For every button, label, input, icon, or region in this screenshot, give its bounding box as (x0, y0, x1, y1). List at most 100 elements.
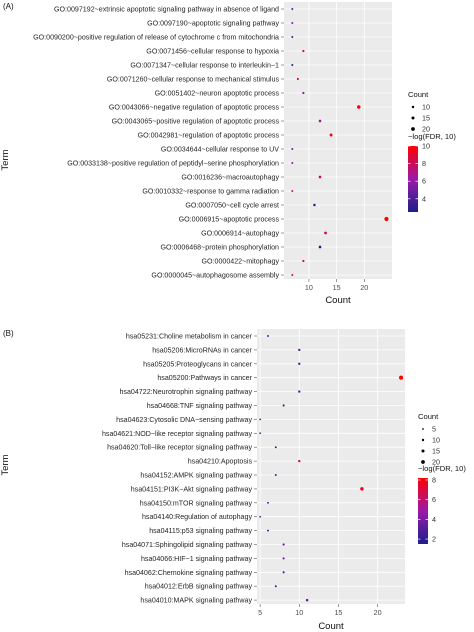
panel-a-term-label: GO:0000045~autophagosome assembly (151, 272, 279, 280)
panel-a-size-legend-title: Count (408, 90, 429, 99)
panel-b-data-point (259, 432, 262, 435)
panel-a-color-tick-label: 8 (422, 159, 426, 168)
panel-b-data-point (267, 501, 269, 504)
panel-a-data-point (384, 216, 389, 222)
panel-b-term-label: hsa05206:MicroRNAs in cancer (152, 346, 252, 354)
panel-b-color-tick-label: 4 (432, 515, 436, 524)
panel-a-label: (A) (3, 2, 14, 11)
panel-b-term-label: hsa05205:Proteoglycans in cancer (143, 360, 252, 368)
panel-b-color-tick-label: 6 (432, 495, 436, 504)
panel-b-data-point (267, 529, 269, 532)
panel-b-size-legend-label: 15 (432, 447, 440, 456)
panel-b-size-legend-key (421, 460, 425, 464)
panel-b-size-legend-title: Count (418, 412, 439, 421)
panel-a-data-point (291, 35, 294, 39)
panel-a-x-axis-title: Count (325, 295, 351, 306)
panel-b-color-tick-label: 8 (432, 475, 436, 484)
panel-a-size-legend-key (411, 116, 415, 120)
panel-b-data-point (298, 348, 301, 352)
panel-b-data-point (298, 459, 301, 463)
panel-b-term-label: hsa04151:PI3K−Akt signaling pathway (131, 485, 253, 493)
panel-b-term-label: hsa04722:Neurotrophin signaling pathway (119, 388, 252, 396)
panel-a-data-point (291, 21, 294, 25)
panel-b-term-label: hsa04150:mTOR signaling pathway (140, 499, 253, 507)
panel-b-color-legend-title: −log(FDR, 10) (418, 464, 466, 473)
panel-a-term-label: GO:0043065~positive regulation of apopto… (112, 118, 280, 126)
panel-a-term-label: GO:0042981~regulation of apoptotic proce… (138, 132, 280, 140)
panel-b-data-point (305, 598, 309, 602)
panel-a-data-point (313, 203, 316, 207)
panel-a-data-point (324, 231, 327, 235)
panel-b-term-label: hsa04071:Sphingolipid signaling pathway (122, 541, 253, 549)
panel-a-data-point (302, 49, 305, 53)
panel-b-data-point (282, 571, 285, 574)
panel-a-x-tick-label: 15 (333, 283, 341, 292)
panel-b-data-point (259, 515, 262, 518)
panel-a-y-axis-title: Term (0, 149, 11, 170)
panel-a-data-point (291, 7, 294, 11)
panel-b-label: (B) (3, 329, 14, 338)
panel-a-term-label: GO:0043066~negative regulation of apopto… (109, 104, 280, 112)
panel-a-data-point (296, 77, 299, 81)
panel-a-size-legend-key (411, 127, 415, 131)
panel-b-data-point (298, 362, 301, 365)
panel-b-x-tick-label: 5 (258, 608, 262, 617)
panel-a-term-label: GO:0071347~cellular response to interleu… (130, 62, 279, 70)
panel-b-y-axis-title: Term (0, 454, 11, 475)
panel-b-x-axis-title: Count (318, 621, 344, 632)
panel-a-data-point (318, 245, 322, 249)
panel-b-term-label: hsa04210:Apoptosis (188, 458, 253, 466)
panel-b-x-tick-label: 10 (295, 608, 303, 617)
panel-b-term-label: hsa04623:Cytosolic DNA−sensing pathway (116, 416, 252, 424)
panel-b-plot-area (257, 329, 405, 604)
panel-a-color-tick-label: 10 (422, 142, 430, 151)
panel-b-term-label: hsa05200:Pathways in cancer (157, 374, 252, 382)
panel-a-data-point (291, 273, 294, 277)
panel-b-term-label: hsa04012:ErbB signaling pathway (145, 583, 253, 591)
panel-a-color-tick-label: 6 (422, 177, 426, 186)
panel-a-color-bar (408, 146, 418, 212)
panel-b-term-label: hsa05231:Choline metabolism in cancer (126, 333, 253, 341)
panel-a-term-label: GO:0010332~response to gamma radiation (142, 188, 279, 196)
panel-b-size-legend-key (421, 449, 425, 453)
panel-a-color-legend-title: −log(FDR, 10) (408, 132, 456, 141)
panel-b-term-label: hsa04062:Chemokine signaling pathway (125, 569, 253, 577)
panel-a-size-legend-label: 15 (422, 114, 430, 123)
panel-b-data-point (274, 446, 277, 449)
panel-b-x-tick-label: 20 (374, 608, 382, 617)
panel-b-size-legend-label: 20 (432, 458, 440, 467)
panel-b-data-point (399, 375, 404, 380)
panel-a-data-point (318, 119, 322, 123)
panel-b-term-label: hsa04010:MAPK signaling pathway (140, 597, 252, 605)
panel-a-data-point (291, 161, 294, 165)
panel-a-data-point (302, 91, 305, 95)
panel-a-term-label: GO:0006914~autophagy (201, 230, 279, 238)
panel-b-data-point (298, 390, 301, 393)
panel-b-kegg-pathways: (B) 5 10 15 20 hsa05231:Choline metabolism in… (0, 329, 466, 632)
panel-b-color-tick-label: 2 (432, 535, 436, 544)
panel-b-term-label: hsa04066:HIF−1 signaling pathway (141, 555, 252, 563)
panel-b-size-legend-label: 5 (432, 425, 436, 434)
panel-a-size-legend-label: 20 (422, 125, 430, 134)
panel-a-term-label: GO:0006468~protein phosphorylation (160, 244, 279, 252)
panel-b-term-label: hsa04621:NOD−like receptor signaling pat… (102, 430, 252, 438)
panel-a-x-tick-label: 10 (305, 283, 313, 292)
panel-a-data-point (329, 133, 333, 137)
panel-a-x-tick-label: 20 (360, 283, 368, 292)
panel-b-term-label: hsa04152:AMPK signaling pathway (140, 472, 252, 480)
panel-a-plot-area (284, 2, 392, 279)
panel-b-size-legend-label: 10 (432, 436, 440, 445)
panel-b-data-point (282, 543, 285, 546)
panel-a-data-point (291, 63, 294, 67)
panel-a-term-label: GO:0000422~mitophagy (202, 258, 280, 266)
panel-b-data-point (274, 585, 277, 588)
panel-b-data-point (267, 335, 269, 337)
panel-a-data-point (302, 259, 305, 263)
panel-b-data-point (282, 557, 285, 560)
panel-a-term-label: GO:0071456~cellular response to hypoxia (146, 48, 279, 56)
panel-a-term-label: GO:0007050~cell cycle arrest (185, 202, 279, 210)
panel-a-color-tick-label: 4 (422, 194, 426, 203)
panel-a-term-label: GO:0033138~positive regulation of peptid… (67, 160, 279, 168)
panel-a-term-label: GO:0090200~positive regulation of releas… (33, 34, 279, 42)
